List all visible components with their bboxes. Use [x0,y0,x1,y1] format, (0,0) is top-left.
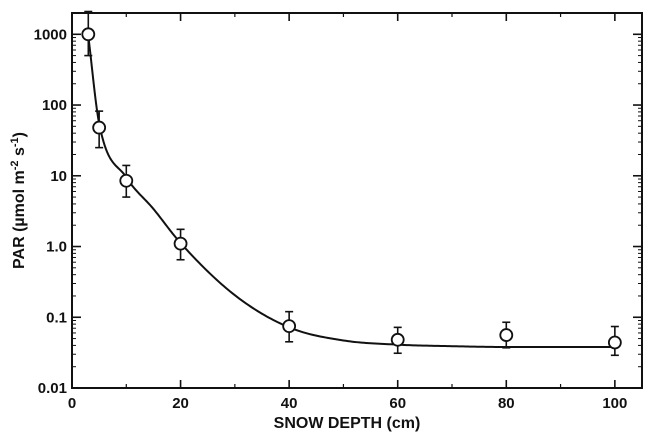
y-tick-label: 10 [50,168,67,185]
data-point-marker [119,173,134,188]
data-point [390,326,405,355]
y-axis-label: PAR (µmol m-2 s-1) [9,132,28,269]
y-tick-label: 1000 [34,26,67,43]
data-point [119,164,134,198]
x-tick-label: 60 [389,395,406,412]
x-tick-label: 20 [172,395,189,412]
data-point-marker [390,332,405,347]
y-tick-label: 1.0 [46,239,67,256]
x-tick-label: 40 [281,395,298,412]
x-tick-label: 80 [498,395,515,412]
data-point-marker [92,120,107,135]
plot-frame [71,12,643,389]
data-point-marker [282,319,297,333]
data-point-marker [173,236,188,251]
y-tick-label: 100 [42,97,67,114]
data-point-marker [607,335,622,350]
x-tick-label: 0 [68,395,76,412]
y-tick-label: 0.01 [38,380,67,397]
data-point [607,325,622,357]
data-point-marker [81,27,96,42]
y-tick-label: 0.1 [46,309,67,326]
data-point [173,228,188,261]
x-tick-label: 100 [602,395,627,412]
data-point [92,110,107,149]
fit-curve-line [87,35,615,348]
data-point [499,321,514,349]
data-point [81,10,96,57]
x-axis-label: SNOW DEPTH (cm) [274,415,421,432]
data-point-marker [499,328,514,342]
data-point [282,310,297,343]
